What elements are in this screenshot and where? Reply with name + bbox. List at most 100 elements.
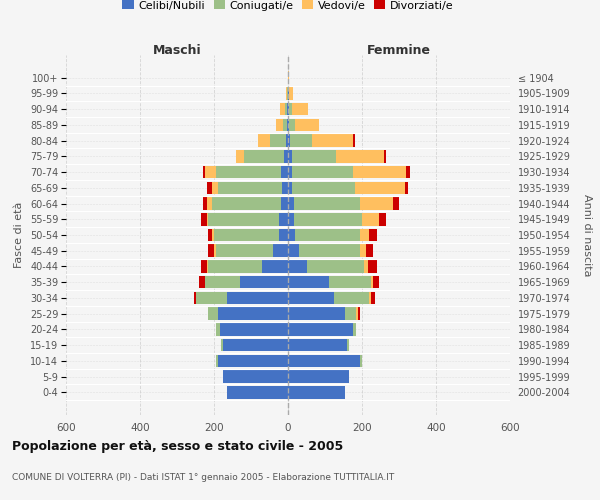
Bar [281,166,288,178]
Bar [289,87,293,100]
Text: COMUNE DI VOLTERRA (PI) - Dati ISTAT 1° gennaio 2005 - Elaborazione TUTTITALIA.I: COMUNE DI VOLTERRA (PI) - Dati ISTAT 1° … [12,473,394,482]
Y-axis label: Fasce di età: Fasce di età [14,202,25,268]
Bar [288,118,289,131]
Bar [206,260,208,273]
Bar [214,244,216,257]
Bar [240,276,288,288]
Bar [362,213,379,226]
Bar [336,150,384,162]
Bar [280,103,286,116]
Bar [279,213,288,226]
Bar [360,244,366,257]
Bar [205,166,216,178]
Bar [370,292,371,304]
Bar [292,150,336,162]
Bar [203,166,205,178]
Bar [288,197,293,210]
Bar [299,244,360,257]
Bar [227,292,288,304]
Bar [288,213,293,226]
Bar [201,260,206,273]
Bar [346,308,356,320]
Bar [379,213,386,226]
Bar [312,134,353,147]
Bar [288,323,353,336]
Bar [293,213,362,226]
Bar [292,166,353,178]
Bar [216,244,273,257]
Bar [288,150,292,162]
Bar [364,260,368,273]
Bar [206,213,208,226]
Bar [279,228,288,241]
Bar [360,197,394,210]
Bar [288,292,334,304]
Bar [406,166,410,178]
Bar [221,339,223,351]
Bar [394,197,399,210]
Bar [259,134,269,147]
Bar [216,323,220,336]
Bar [273,244,288,257]
Bar [208,228,212,241]
Bar [288,370,349,383]
Bar [360,354,362,367]
Bar [292,182,355,194]
Bar [223,339,288,351]
Bar [384,150,386,162]
Bar [208,308,218,320]
Bar [283,182,288,194]
Text: Maschi: Maschi [152,44,202,57]
Bar [194,292,196,304]
Bar [281,197,288,210]
Bar [371,292,375,304]
Bar [199,276,205,288]
Bar [203,197,206,210]
Text: Popolazione per età, sesso e stato civile - 2005: Popolazione per età, sesso e stato civil… [12,440,343,453]
Bar [212,228,214,241]
Bar [288,182,292,194]
Bar [329,276,371,288]
Bar [208,213,279,226]
Bar [353,134,355,147]
Bar [288,308,346,320]
Bar [205,276,240,288]
Bar [201,213,206,226]
Bar [206,197,212,210]
Bar [373,276,379,288]
Bar [206,182,212,194]
Bar [356,308,358,320]
Bar [353,323,356,336]
Bar [368,260,377,273]
Bar [288,228,295,241]
Bar [287,103,288,116]
Bar [286,87,287,100]
Text: Femmine: Femmine [367,44,431,57]
Bar [288,103,289,116]
Bar [288,386,346,398]
Bar [218,308,288,320]
Bar [288,354,360,367]
Legend: Celibi/Nubili, Coniugati/e, Vedovi/e, Divorziati/e: Celibi/Nubili, Coniugati/e, Vedovi/e, Di… [118,0,458,15]
Bar [196,292,227,304]
Bar [307,260,364,273]
Bar [353,166,406,178]
Bar [269,134,286,147]
Bar [216,166,281,178]
Bar [358,308,360,320]
Bar [223,370,288,383]
Bar [371,276,373,288]
Bar [283,118,287,131]
Bar [288,87,289,100]
Bar [287,118,288,131]
Bar [212,182,218,194]
Bar [244,150,284,162]
Bar [288,276,329,288]
Bar [288,166,292,178]
Bar [295,118,319,131]
Bar [295,228,360,241]
Bar [284,150,288,162]
Bar [218,354,288,367]
Bar [288,339,347,351]
Bar [288,260,307,273]
